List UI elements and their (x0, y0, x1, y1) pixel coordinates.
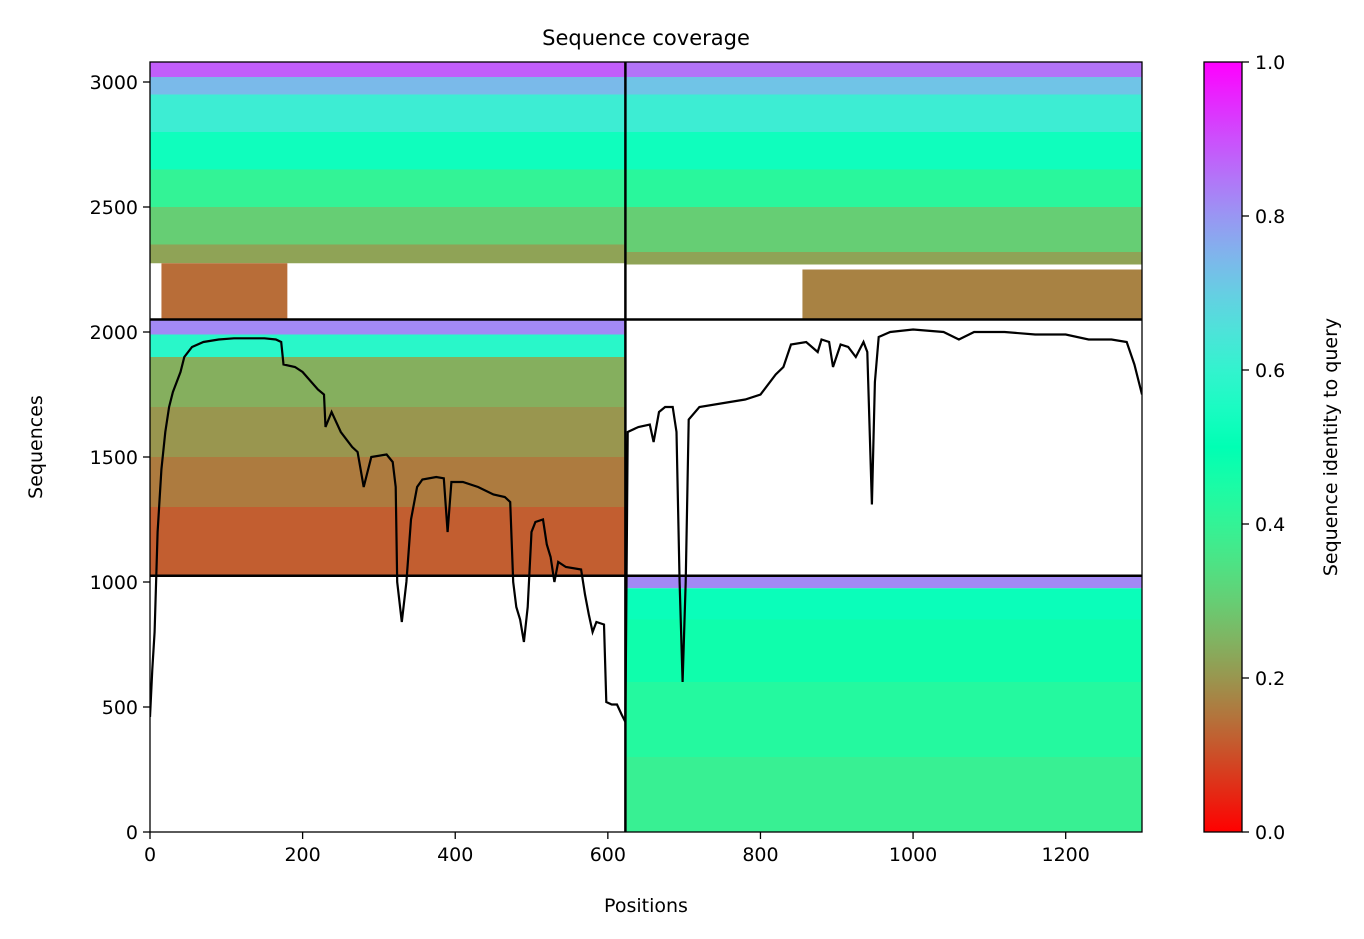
y-tick-label: 0 (126, 822, 138, 844)
x-tick-label: 600 (590, 844, 626, 866)
block-chain2-pair1 (625, 62, 1142, 320)
identity-band (150, 244, 626, 264)
y-tick-label: 500 (102, 697, 138, 719)
identity-band (802, 269, 1142, 320)
identity-band (150, 407, 626, 457)
colorbar-tick-label: 0.6 (1255, 360, 1285, 382)
block-chain2-pair3 (625, 575, 1142, 832)
colorbar-tick-label: 0.8 (1255, 206, 1285, 228)
x-tick-label: 200 (284, 844, 320, 866)
x-axis-label: Positions (604, 895, 688, 917)
y-tick-label: 2500 (90, 197, 138, 219)
coverage-line (150, 328, 1142, 723)
identity-band (625, 169, 1142, 207)
x-axis: 0 200 400 600 800 1000 1200 (144, 832, 1090, 866)
identity-band (150, 169, 626, 207)
identity-band (625, 94, 1142, 132)
colorbar-label: Sequence identity to query (1320, 318, 1342, 576)
identity-band (150, 507, 626, 576)
identity-band (625, 588, 1142, 620)
y-axis: 0 500 1000 1500 2000 2500 3000 (90, 72, 150, 844)
identity-band (625, 132, 1142, 170)
identity-band (150, 62, 626, 77)
identity-band (150, 357, 626, 407)
colorbar-tick-label: 0.2 (1255, 668, 1285, 690)
chart-title: Sequence coverage (542, 26, 750, 50)
identity-band (625, 77, 1142, 95)
block-chain1-pair2 (150, 319, 626, 576)
colorbar-scale (1203, 61, 1243, 833)
plot-frame (149, 61, 1143, 833)
identity-band (625, 575, 1142, 589)
identity-band (625, 682, 1142, 757)
x-tick-label: 800 (742, 844, 778, 866)
identity-band (150, 319, 626, 335)
y-tick-label: 1500 (90, 447, 138, 469)
colorbar-tick-label: 1.0 (1255, 52, 1285, 74)
x-tick-label: 400 (437, 844, 473, 866)
plot-area (150, 62, 1142, 832)
coverage-blocks (150, 62, 1142, 832)
identity-band (625, 619, 1142, 682)
colorbar: 0.0 0.2 0.4 0.6 0.8 1.0 Sequence identity to … (1203, 52, 1342, 844)
identity-band (625, 252, 1142, 265)
identity-band (625, 207, 1142, 252)
identity-band (150, 334, 626, 357)
x-tick-label: 1200 (1042, 844, 1090, 866)
y-tick-label: 1000 (90, 572, 138, 594)
identity-band (150, 132, 626, 170)
identity-band (625, 757, 1142, 832)
identity-band (150, 77, 626, 95)
identity-band (161, 263, 288, 320)
identity-band (625, 62, 1142, 77)
x-tick-label: 1000 (889, 844, 937, 866)
y-tick-label: 2000 (90, 322, 138, 344)
colorbar-tick-label: 0.4 (1255, 514, 1285, 536)
colorbar-tick-label: 0.0 (1255, 822, 1285, 844)
block-chain1-pair1 (150, 62, 626, 320)
y-tick-label: 3000 (90, 72, 138, 94)
identity-band (150, 457, 626, 507)
identity-band (150, 94, 626, 132)
colorbar-ticks: 0.0 0.2 0.4 0.6 0.8 1.0 (1242, 52, 1285, 844)
x-tick-label: 0 (144, 844, 156, 866)
identity-band (150, 207, 626, 245)
y-axis-label: Sequences (25, 395, 47, 499)
